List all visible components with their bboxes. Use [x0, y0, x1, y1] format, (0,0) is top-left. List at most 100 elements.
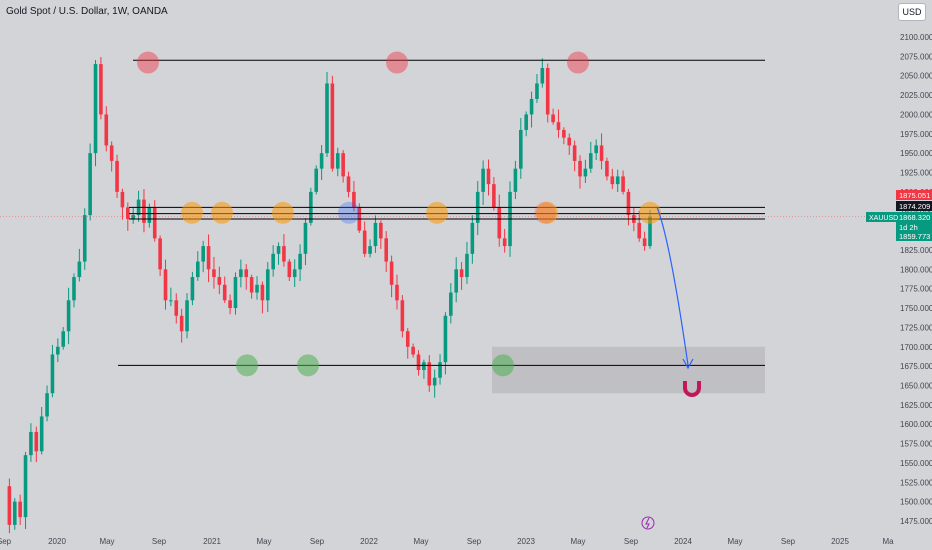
candle-body [12, 501, 17, 525]
x-tick-label: May [570, 537, 585, 546]
candle-body [7, 486, 12, 525]
candle-body [163, 269, 168, 301]
candle-body [567, 137, 572, 146]
price-tag: 1874.209 [896, 201, 932, 211]
candle-body [325, 83, 329, 154]
x-tick-label: Sep [152, 537, 167, 546]
marker-circle-pink [534, 201, 556, 224]
marker-circle-orange [181, 201, 203, 224]
candle-body [626, 191, 631, 216]
candle-body [244, 269, 249, 278]
price-tag-bg [896, 212, 932, 222]
currency-button[interactable]: USD [898, 3, 926, 21]
candle-body [142, 199, 146, 223]
candle-body [352, 191, 356, 208]
candle-body [179, 315, 184, 332]
candle-body [77, 261, 82, 278]
candle-body [18, 501, 22, 518]
candle-body [583, 168, 588, 177]
candle-body [287, 261, 292, 278]
candle-body [298, 253, 302, 270]
candle-body [513, 168, 518, 192]
y-tick-label: 1925.000 [900, 169, 932, 178]
y-tick-label: 1600.000 [900, 420, 932, 429]
candle-body [362, 230, 367, 254]
candle-body [416, 354, 421, 370]
candle-body [56, 346, 60, 355]
y-tick-label: 1700.000 [900, 343, 932, 352]
candle-body [400, 300, 405, 332]
candle-body [88, 153, 92, 216]
y-tick-label: 1750.000 [900, 304, 932, 313]
y-tick-label: 2000.000 [900, 110, 932, 119]
candle-body [131, 215, 135, 219]
price-tag-bg [896, 190, 932, 200]
y-tick-label: 2050.000 [900, 72, 932, 81]
candle-body [72, 277, 76, 301]
y-tick-label: 1650.000 [900, 381, 932, 390]
marker-circle-red [567, 51, 589, 74]
price-tag-bg [896, 231, 932, 241]
y-tick-label: 1725.000 [900, 323, 932, 332]
x-tick-label: 2024 [674, 537, 692, 546]
candle-body [29, 431, 33, 456]
candle-body [174, 300, 179, 316]
candle-body [395, 284, 399, 301]
candle-body [66, 300, 71, 332]
candle-body [648, 216, 652, 247]
candle-body [126, 207, 130, 219]
candle-body [303, 222, 308, 254]
candle-body [93, 64, 98, 154]
y-tick-label: 1550.000 [900, 459, 932, 468]
candle-body [217, 277, 222, 285]
forecast-arrow [656, 206, 689, 366]
candle-body [260, 284, 265, 301]
candle-body [104, 114, 109, 146]
price-tag-value: 1874.209 [899, 202, 930, 211]
candle-body [368, 246, 372, 254]
candle-body [346, 176, 351, 192]
candle-body [610, 176, 615, 185]
candle-body [481, 168, 485, 192]
price-tag: 1859.773 [896, 231, 932, 241]
x-tick-label: Sep [0, 537, 12, 546]
marker-circle-orange [426, 201, 448, 224]
marker-circle-green [236, 354, 258, 377]
candle-body [314, 168, 319, 192]
candle-body [405, 331, 410, 347]
y-tick-label: 2100.000 [900, 33, 932, 42]
candle-body [39, 416, 44, 452]
x-tick-label: 2023 [517, 537, 535, 546]
candle-body [422, 362, 426, 370]
candle-body [389, 261, 394, 285]
price-tag-value: 1875.051 [899, 191, 930, 200]
candle-body [292, 269, 297, 278]
price-tag-value: 1868.320 [899, 213, 930, 222]
candle-body [249, 277, 254, 293]
chart-title: Gold Spot / U.S. Dollar, 1W, OANDA [6, 6, 168, 17]
price-tag: XAUUSD 1868.320 [866, 212, 932, 222]
candle-body [438, 362, 442, 378]
price-tag-symbol: XAUUSD [869, 215, 898, 222]
candle-body [206, 246, 211, 270]
y-tick-label: 1825.000 [900, 246, 932, 255]
price-tag: 1d 2h [896, 222, 932, 232]
candle-body [190, 277, 195, 301]
candle-body [282, 246, 286, 262]
marker-circle-orange [272, 201, 294, 224]
candle-body [449, 292, 453, 316]
candle-body [185, 300, 189, 332]
candle-body [454, 269, 458, 293]
event-lightning-bolt [645, 517, 650, 529]
candle-body [265, 269, 270, 301]
candle-body [61, 331, 66, 347]
candle-body [492, 184, 496, 208]
y-tick-label: 1675.000 [900, 362, 932, 371]
marker-circle-red [137, 51, 159, 74]
x-tick-label: Sep [310, 537, 325, 546]
candle-body [535, 83, 539, 99]
marker-circle-orange [211, 201, 233, 224]
candle-body [50, 354, 55, 394]
candle-body [196, 261, 200, 278]
candle-body [599, 145, 604, 161]
